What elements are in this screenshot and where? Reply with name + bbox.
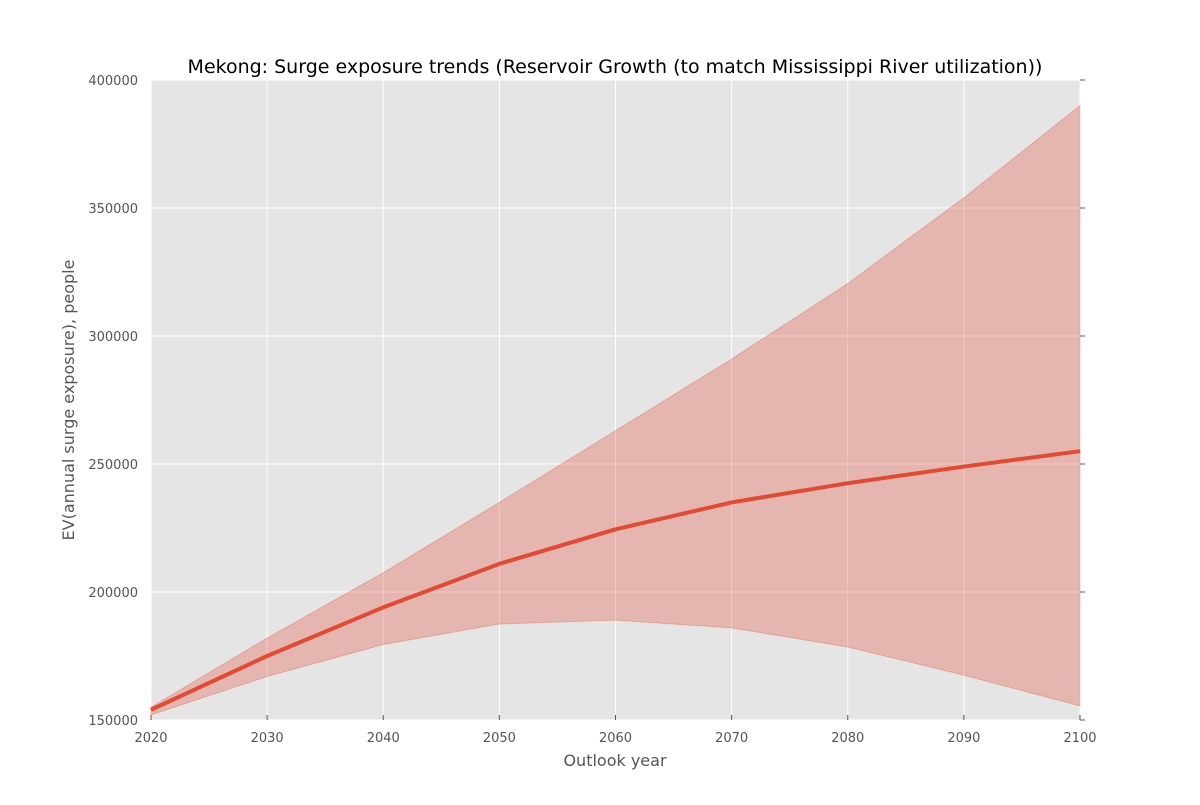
chart-title: Mekong: Surge exposure trends (Reservoir… (188, 56, 1043, 78)
x-tick-label: 2060 (599, 731, 632, 746)
data-point (731, 501, 733, 503)
y-tick-label: 400000 (88, 74, 138, 89)
series-line (150, 449, 1081, 712)
data-point (266, 655, 268, 657)
x-tick-label: 2020 (134, 731, 167, 746)
x-tick-label: 2080 (831, 731, 864, 746)
data-point (382, 606, 384, 608)
x-tick-label: 2050 (483, 731, 516, 746)
x-tick-label: 2070 (715, 731, 748, 746)
x-tick-label: 2030 (251, 731, 284, 746)
y-tick-label: 200000 (88, 586, 138, 601)
data-point (963, 466, 965, 468)
x-axis-label: Outlook year (563, 751, 667, 770)
y-tick-label: 150000 (88, 714, 138, 729)
x-axis-ticks: 2020 2030 2040 2050 2060 2070 2080 2090 2100 (134, 715, 1097, 746)
y-axis-label: EV(annual surge exposure), people (59, 260, 78, 541)
y-axis-ticks: 150000 200000 250000 300000 350000 400000 (88, 74, 1085, 729)
data-point (1079, 450, 1081, 452)
data-point (615, 528, 616, 530)
x-tick-label: 2040 (367, 731, 400, 746)
data-point (847, 482, 849, 484)
confidence-band (150, 104, 1081, 716)
data-point (150, 709, 152, 711)
y-tick-label: 350000 (88, 202, 138, 217)
y-tick-label: 300000 (88, 330, 138, 345)
x-tick-label: 2100 (1063, 731, 1096, 746)
y-tick-label: 250000 (88, 458, 138, 473)
x-tick-label: 2090 (947, 731, 980, 746)
uncertainty-band (150, 104, 1081, 716)
data-point (498, 563, 500, 565)
